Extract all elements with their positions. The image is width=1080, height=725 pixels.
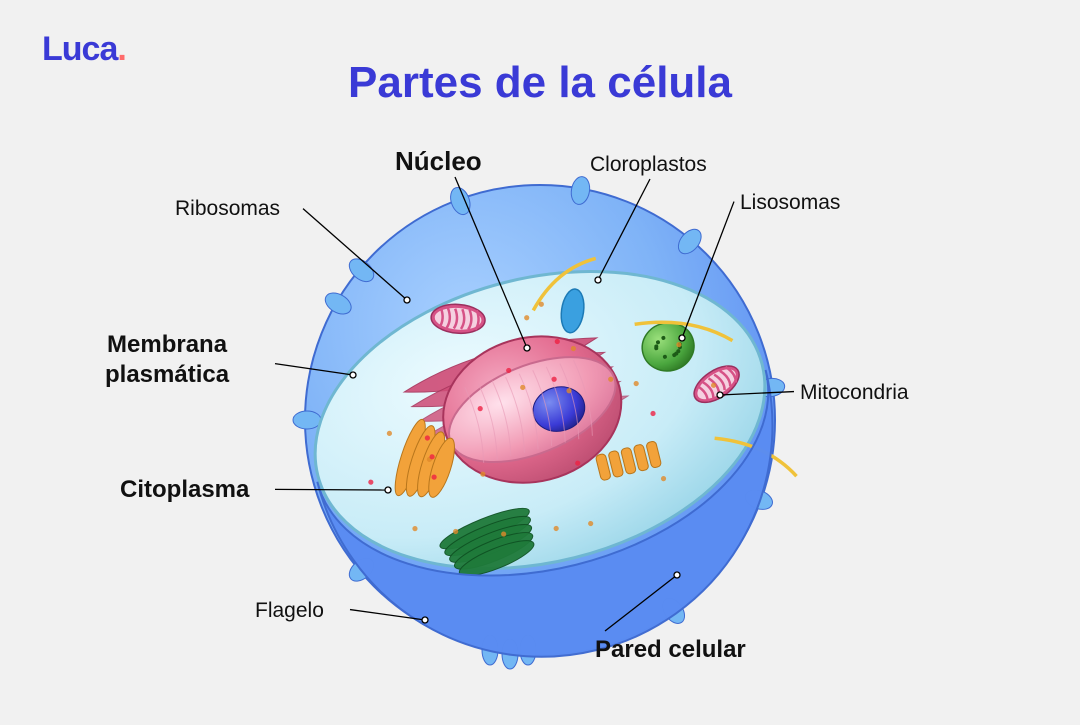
page-title: Partes de la célula — [0, 58, 1080, 108]
label-ribosomas: Ribosomas — [175, 196, 280, 222]
label-citoplasma: Citoplasma — [120, 475, 249, 505]
label-nucleo: Núcleo — [395, 145, 482, 178]
cell-diagram: Núcleo Cloroplastos Lisosomas Ribosomas Memb… — [0, 125, 1080, 720]
label-lisosomas: Lisosomas — [740, 190, 840, 216]
label-pared: Pared celular — [595, 635, 746, 665]
label-cloroplastos: Cloroplastos — [590, 152, 707, 178]
label-membrana: Membrana plasmática — [105, 330, 229, 390]
label-flagelo: Flagelo — [255, 598, 324, 624]
label-mitocondria: Mitocondria — [800, 380, 909, 406]
cell-illustration — [0, 125, 1080, 720]
